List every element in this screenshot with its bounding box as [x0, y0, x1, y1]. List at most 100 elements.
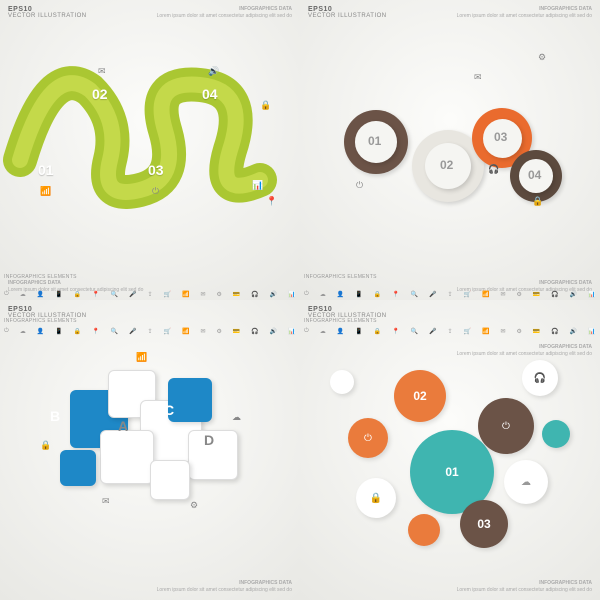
- info-corner: INFOGRAPHICS DATALorem ipsum dolor sit a…: [457, 6, 592, 20]
- elements-label: INFOGRAPHICS ELEMENTS: [304, 274, 377, 280]
- mini-icon: ✉: [200, 291, 205, 298]
- mini-icon: 📱: [55, 328, 62, 335]
- panel-ribbon-rings: EPS10VECTOR ILLUSTRATION INFOGRAPHICS DA…: [300, 0, 600, 300]
- mini-icon: 📶: [182, 328, 189, 335]
- mini-icon: 🎤: [429, 328, 436, 335]
- ring-number: 01: [368, 134, 381, 148]
- deco-icon: 🎧: [488, 164, 499, 175]
- mini-icon: 🛒: [464, 291, 471, 298]
- ring-number: 04: [528, 168, 541, 182]
- mini-icon: ⇪: [148, 328, 153, 335]
- circle-number: 03: [477, 517, 490, 531]
- deco-icon: ✉: [474, 72, 482, 83]
- mini-icon: 💳: [533, 328, 540, 335]
- square-letter: D: [204, 432, 214, 448]
- mini-icon: ⚙: [217, 291, 222, 298]
- deco-icon: 🔒: [40, 440, 51, 451]
- mini-icon: 🛒: [164, 328, 171, 335]
- step-icon: 📶: [40, 186, 51, 197]
- eps-header: EPS10VECTOR ILLUSTRATION: [308, 6, 387, 19]
- mini-icon: 🎧: [551, 328, 558, 335]
- info-corner: INFOGRAPHICS DATALorem ipsum dolor sit a…: [457, 344, 592, 358]
- deco-icon: ⚙: [538, 52, 546, 63]
- info-circle: 🎧: [522, 360, 558, 396]
- info-circle: [408, 514, 440, 546]
- mini-icon: ⇪: [448, 291, 453, 298]
- elements-label: INFOGRAPHICS ELEMENTS: [4, 318, 77, 324]
- info-corner: INFOGRAPHICS DATALorem ipsum dolor sit a…: [157, 580, 292, 594]
- mini-icon: 🎧: [551, 291, 558, 298]
- info-circle: ⏻: [478, 398, 534, 454]
- info-circle: 🔒: [356, 478, 396, 518]
- mini-icon: ⏻: [304, 291, 309, 298]
- mini-icon: 🔒: [74, 328, 81, 335]
- circle-number: 01: [445, 465, 458, 479]
- mini-icon: 📊: [588, 328, 595, 335]
- deco-icon: ☁: [232, 412, 241, 423]
- mini-icon: 📍: [92, 328, 99, 335]
- mini-icon: 🔒: [374, 328, 381, 335]
- deco-icon: ⏻: [356, 180, 363, 191]
- info-corner-br: INFOGRAPHICS DATALorem ipsum dolor sit a…: [457, 580, 592, 594]
- ring-number: 02: [440, 158, 453, 172]
- mini-icon: 📱: [355, 291, 362, 298]
- icon-row: ⏻☁👤📱🔒📍🔍🎤⇪🛒📶✉⚙💳🎧🔊📊: [304, 291, 596, 298]
- mini-icon: 🔒: [374, 291, 381, 298]
- icon-row: ⏻☁👤📱🔒📍🔍🎤⇪🛒📶✉⚙💳🎧🔊📊: [304, 328, 596, 335]
- step-number: 04: [202, 86, 218, 102]
- mini-icon: ⇪: [448, 328, 453, 335]
- mini-icon: 👤: [37, 328, 44, 335]
- mini-icon: ☁: [320, 291, 326, 298]
- panel-green-wave: EPS10VECTOR ILLUSTRATION INFOGRAPHICS DA…: [0, 0, 300, 300]
- deco-icon: 🔒: [260, 100, 271, 111]
- mini-icon: ✉: [500, 328, 505, 335]
- mini-icon: 📱: [355, 328, 362, 335]
- mini-icon: 📍: [392, 291, 399, 298]
- mini-icon: 🔍: [411, 328, 418, 335]
- info-circle: 02: [394, 370, 446, 422]
- deco-icon: 📶: [136, 352, 147, 363]
- mini-icon: ⚙: [517, 328, 522, 335]
- info-circle: ⏻: [348, 418, 388, 458]
- mini-icon: 📱: [55, 291, 62, 298]
- step-number: 03: [148, 162, 164, 178]
- square-letter: C: [164, 402, 174, 418]
- info-square: [168, 378, 212, 422]
- mini-icon: 🔍: [111, 291, 118, 298]
- mini-icon: 🔊: [270, 291, 277, 298]
- step-icon: 🔊: [208, 66, 219, 77]
- mini-icon: 🎧: [251, 291, 258, 298]
- mini-icon: ☁: [320, 328, 326, 335]
- square-letter: B: [50, 408, 60, 424]
- mini-icon: 🔊: [270, 328, 277, 335]
- info-square: [100, 430, 154, 484]
- mini-icon: 📍: [92, 291, 99, 298]
- mini-icon: ✉: [500, 291, 505, 298]
- mini-icon: 👤: [337, 328, 344, 335]
- elements-label: INFOGRAPHICS ELEMENTS: [4, 274, 77, 280]
- mini-icon: 🔍: [411, 291, 418, 298]
- info-circle: ☁: [504, 460, 548, 504]
- mini-icon: 📊: [288, 328, 295, 335]
- wave-svg: [0, 0, 300, 260]
- mini-icon: 🎤: [129, 291, 136, 298]
- mini-icon: 📶: [482, 328, 489, 335]
- mini-icon: 💳: [533, 291, 540, 298]
- deco-icon: ✉: [102, 496, 110, 507]
- mini-icon: 📍: [392, 328, 399, 335]
- deco-icon: 📊: [252, 180, 263, 191]
- deco-icon: 📍: [266, 196, 277, 207]
- panel-circle-pins: EPS10VECTOR ILLUSTRATION INFOGRAPHICS EL…: [300, 300, 600, 600]
- mini-icon: 🔊: [570, 328, 577, 335]
- circle-number: 02: [413, 389, 426, 403]
- circle-icon: 🔒: [370, 493, 382, 504]
- circle-icon: ⏻: [502, 421, 510, 432]
- mini-icon: 📶: [482, 291, 489, 298]
- mini-icon: ⏻: [4, 328, 9, 335]
- info-square: [150, 460, 190, 500]
- ring-number: 03: [494, 130, 507, 144]
- mini-icon: 💳: [233, 291, 240, 298]
- mini-icon: 👤: [37, 291, 44, 298]
- circle-icon: ⏻: [364, 433, 372, 444]
- mini-icon: ☁: [20, 291, 26, 298]
